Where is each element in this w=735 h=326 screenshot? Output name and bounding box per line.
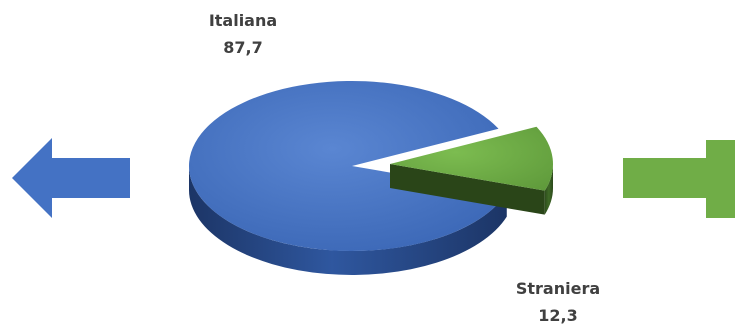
pie-slice-italiana <box>188 80 507 251</box>
right-arrow-icon <box>623 140 735 218</box>
slice-value-italiana: 87,7 <box>223 38 262 57</box>
pie-slice-straniera <box>390 126 553 191</box>
slice-value-straniera: 12,3 <box>538 306 577 325</box>
pie-slice-straniera-side <box>544 164 553 215</box>
pie-slice-straniera-inner-face <box>390 164 545 215</box>
left-arrow-icon <box>12 138 130 218</box>
pie-slice-italiana-side <box>189 166 507 275</box>
slice-label-italiana: Italiana <box>209 11 277 30</box>
slice-label-straniera: Straniera <box>516 279 600 298</box>
